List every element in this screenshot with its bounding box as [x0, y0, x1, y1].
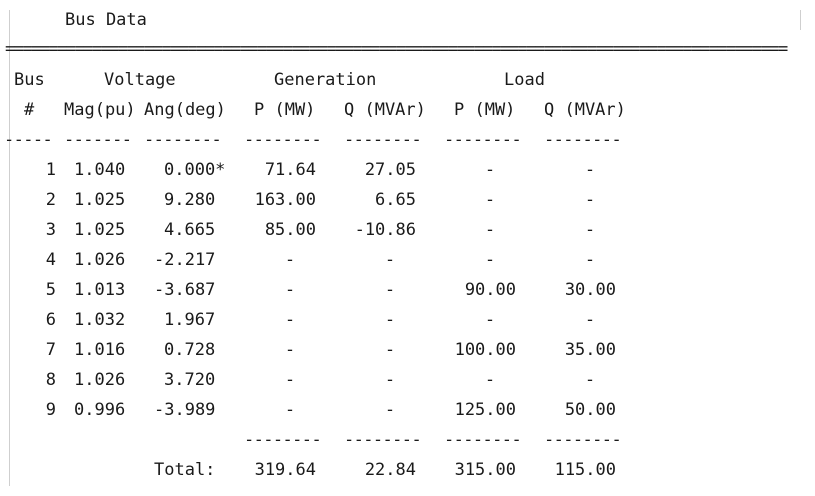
row9-gen-p: - [284, 400, 296, 420]
header-bus: Bus [14, 70, 45, 90]
row5-gen-q: - [384, 280, 396, 300]
row9-bus: 9 [45, 400, 56, 420]
row6-mag: 1.032 [74, 310, 126, 330]
header-load: Load [504, 70, 545, 90]
row7-load-p: 100.00 [454, 340, 516, 360]
row6-gen-p: - [284, 310, 296, 330]
total-load-q: 115.00 [554, 460, 616, 480]
row5-mag: 1.013 [74, 280, 126, 300]
row5-load-p: 90.00 [464, 280, 516, 300]
total-label: Total: [154, 460, 216, 480]
underline-load-p: -------- [444, 130, 522, 150]
row3-load-q: - [584, 220, 596, 240]
section-title: Bus Data [65, 10, 147, 30]
row9-mag: 0.996 [74, 400, 126, 420]
underline-gen-p: -------- [244, 130, 322, 150]
row7-bus: 7 [45, 340, 56, 360]
header-ang: Ang(deg) [144, 100, 226, 120]
row9-load-p: 125.00 [454, 400, 516, 420]
row6-gen-q: - [384, 310, 396, 330]
row5-ang: -3.687 [154, 280, 216, 300]
row8-load-q: - [584, 370, 596, 390]
row1-ang: 0.000* [164, 160, 226, 180]
row1-load-q: - [584, 160, 596, 180]
row6-load-q: - [584, 310, 596, 330]
row3-ang: 4.665 [164, 220, 216, 240]
underline-bus: ----- [4, 130, 53, 150]
header-gen-p: P (MW) [254, 100, 316, 120]
row8-gen-q: - [384, 370, 396, 390]
section-separator: ========================================… [5, 39, 788, 59]
row6-ang: 1.967 [164, 310, 216, 330]
row4-load-q: - [584, 250, 596, 270]
total-underline-gen-p: -------- [244, 430, 322, 450]
row4-mag: 1.026 [74, 250, 126, 270]
row5-gen-p: - [284, 280, 296, 300]
row4-ang: -2.217 [154, 250, 216, 270]
header-mag: Mag(pu) [64, 100, 136, 120]
row8-bus: 8 [45, 370, 56, 390]
row9-gen-q: - [384, 400, 396, 420]
total-load-p: 315.00 [454, 460, 516, 480]
total-underline-gen-q: -------- [344, 430, 422, 450]
underline-ang: -------- [144, 130, 222, 150]
row2-bus: 2 [45, 190, 56, 210]
row8-load-p: - [484, 370, 496, 390]
pane-left-border [9, 10, 10, 486]
row2-load-p: - [484, 190, 496, 210]
row3-load-p: - [484, 220, 496, 240]
row3-mag: 1.025 [74, 220, 126, 240]
row7-ang: 0.728 [164, 340, 216, 360]
row5-bus: 5 [45, 280, 56, 300]
header-voltage: Voltage [104, 70, 176, 90]
row8-gen-p: - [284, 370, 296, 390]
row4-gen-q: - [384, 250, 396, 270]
row3-gen-p: 85.00 [264, 220, 316, 240]
row3-gen-q: -10.86 [354, 220, 416, 240]
row2-load-q: - [584, 190, 596, 210]
row8-ang: 3.720 [164, 370, 216, 390]
row1-gen-q: 27.05 [364, 160, 416, 180]
row9-load-q: 50.00 [564, 400, 616, 420]
header-gen-q: Q (MVAr) [344, 100, 426, 120]
row7-load-q: 35.00 [564, 340, 616, 360]
row3-bus: 3 [45, 220, 56, 240]
row6-bus: 6 [45, 310, 56, 330]
row1-bus: 1 [45, 160, 56, 180]
header-generation: Generation [274, 70, 377, 90]
total-underline-load-p: -------- [444, 430, 522, 450]
total-gen-p: 319.64 [254, 460, 316, 480]
row4-load-p: - [484, 250, 496, 270]
row4-gen-p: - [284, 250, 296, 270]
underline-mag: ------- [64, 130, 132, 150]
row1-load-p: - [484, 160, 496, 180]
row5-load-q: 30.00 [564, 280, 616, 300]
row9-ang: -3.989 [154, 400, 216, 420]
row7-gen-q: - [384, 340, 396, 360]
row1-gen-p: 71.64 [264, 160, 316, 180]
underline-load-q: -------- [544, 130, 622, 150]
underline-gen-q: -------- [344, 130, 422, 150]
row1-mag: 1.040 [74, 160, 126, 180]
row2-gen-p: 163.00 [254, 190, 316, 210]
pane-right-border [800, 10, 801, 30]
row7-gen-p: - [284, 340, 296, 360]
total-gen-q: 22.84 [364, 460, 416, 480]
row2-mag: 1.025 [74, 190, 126, 210]
header-load-p: P (MW) [454, 100, 516, 120]
total-underline-load-q: -------- [544, 430, 622, 450]
row7-mag: 1.016 [74, 340, 126, 360]
row6-load-p: - [484, 310, 496, 330]
header-bus-number: # [24, 100, 35, 120]
row2-ang: 9.280 [164, 190, 216, 210]
header-load-q: Q (MVAr) [544, 100, 626, 120]
row4-bus: 4 [45, 250, 56, 270]
row2-gen-q: 6.65 [375, 190, 416, 210]
row8-mag: 1.026 [74, 370, 126, 390]
